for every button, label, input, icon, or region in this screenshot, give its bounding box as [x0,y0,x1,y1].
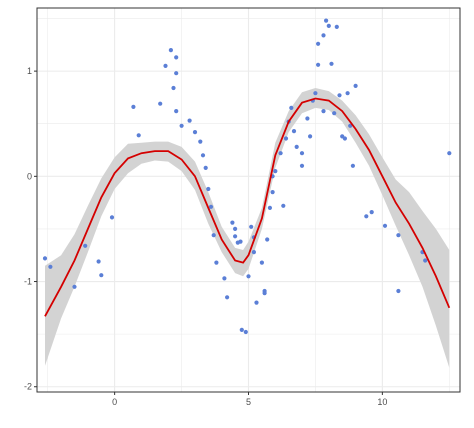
data-point [423,258,428,263]
data-point [267,205,272,210]
y-axis-tick-labels: -2 -1 0 1 [24,66,32,392]
data-point [291,129,297,134]
data-point [316,41,321,46]
data-point [222,276,227,281]
data-point [313,91,318,96]
data-point [316,62,321,67]
y-tick-label: -2 [24,382,32,392]
data-point [305,116,310,121]
data-point [281,203,286,208]
data-point [83,243,88,248]
data-point [163,63,168,68]
data-point [192,130,198,135]
data-point [198,139,203,144]
x-tick-label: 10 [377,397,387,407]
y-tick-label: 0 [27,171,32,181]
data-point [345,91,350,96]
data-point [326,23,331,28]
data-point [299,163,305,168]
data-point [42,256,48,261]
data-point [48,264,53,269]
data-point [179,123,184,128]
data-point [208,204,214,209]
data-point [225,295,230,300]
data-point [289,105,294,110]
data-point [233,226,238,231]
data-point [299,151,305,156]
data-point [369,210,374,215]
data-point [131,104,136,109]
data-point [254,300,259,305]
data-point [174,109,179,114]
x-tick-label: 0 [112,397,117,407]
data-point [259,260,264,265]
y-tick-label: 1 [27,66,32,76]
data-point [249,224,254,229]
smooth-line [44,97,451,317]
data-point [321,33,326,38]
data-point [233,234,238,239]
data-point [350,163,355,168]
data-point [238,239,243,244]
data-point [283,136,289,141]
data-point [447,151,452,156]
x-axis-tick-labels: 0 5 10 [112,397,387,407]
y-axis-ticks [34,70,37,388]
x-axis-ticks [114,392,383,395]
data-point [396,233,401,238]
data-point [342,136,347,141]
data-point [294,144,299,149]
data-point [230,220,235,225]
data-point [246,274,251,279]
confidence-band [45,88,450,368]
data-point [334,24,339,29]
data-point [206,186,211,192]
data-point [332,111,337,116]
data-point [136,133,141,138]
data-point [337,93,342,98]
data-point [243,329,248,335]
data-point [382,223,388,228]
data-point [324,18,329,23]
data-point [396,288,401,294]
data-point [329,61,334,66]
data-point [174,71,179,76]
x-tick-label: 5 [246,397,251,407]
data-point [96,259,101,264]
data-point [200,153,206,158]
data-point [211,233,216,238]
data-point [239,327,244,332]
data-point [251,250,256,255]
data-point [273,169,278,174]
data-point [158,101,163,106]
data-point [265,237,270,242]
data-point [214,260,219,265]
y-tick-label: -1 [24,277,32,287]
data-point [278,151,283,156]
data-point [353,83,358,88]
data-point [262,291,267,296]
data-point [308,134,313,139]
data-point [187,118,192,123]
data-point [109,215,115,220]
data-point [321,109,326,114]
data-point [171,85,176,91]
data-point [99,273,104,278]
data-point [203,165,208,170]
major-grid [37,8,460,392]
data-point [270,190,275,195]
data-point [364,214,369,219]
data-points [42,18,452,335]
data-point [348,123,353,128]
data-point [174,55,179,60]
data-point [72,284,77,289]
data-point [168,48,173,53]
